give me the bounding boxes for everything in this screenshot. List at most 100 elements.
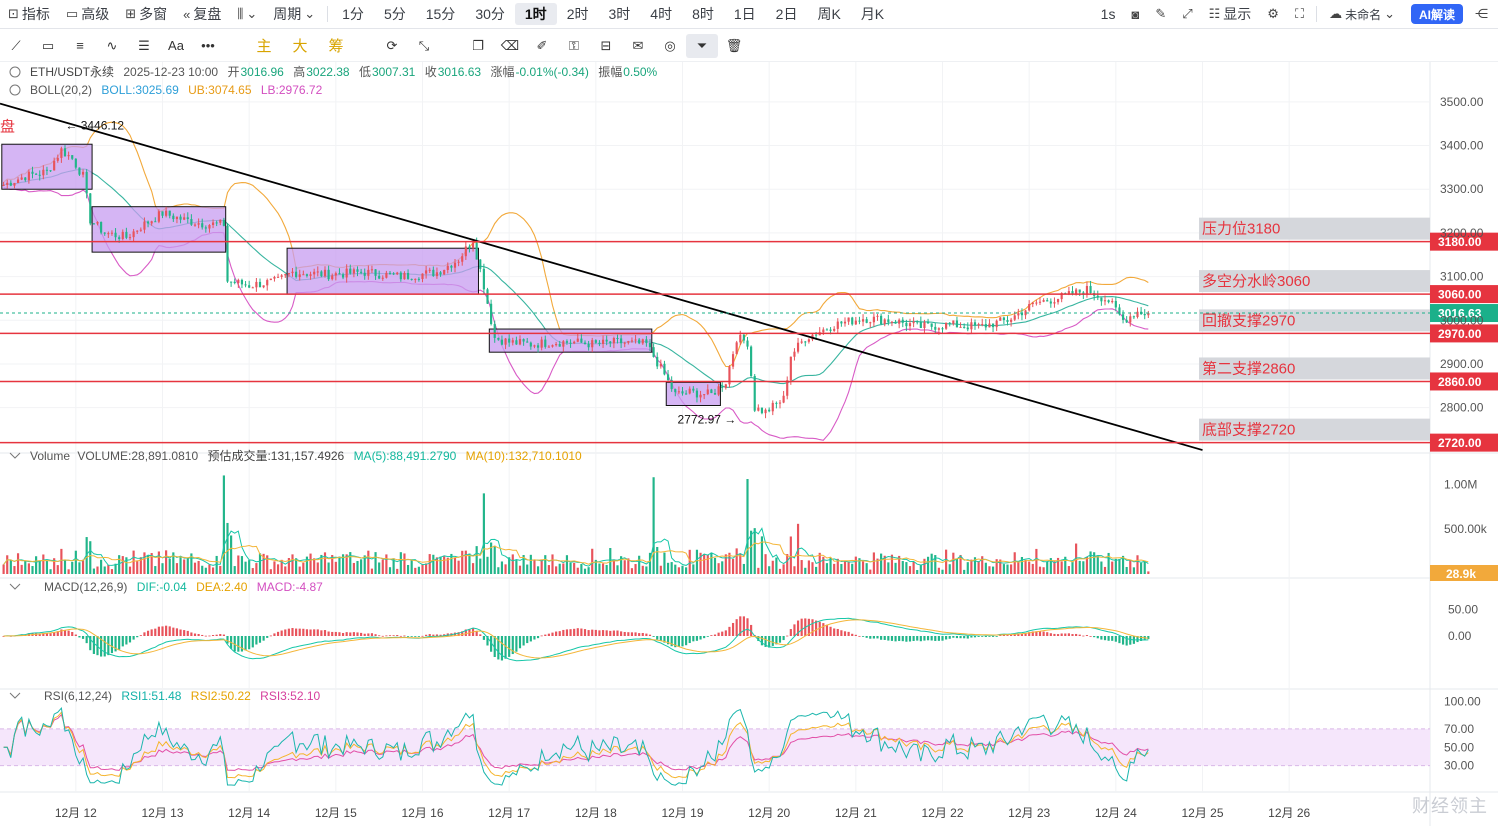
macd-histogram-bar — [1147, 636, 1150, 640]
measure-tool[interactable]: ⤡ — [408, 38, 440, 54]
macd-histogram-bar — [641, 632, 644, 636]
display-button[interactable]: ☷ 显示 — [1208, 6, 1252, 22]
chevron-down-icon[interactable] — [9, 583, 21, 590]
macd-histogram-bar — [1096, 636, 1099, 639]
visibility-tool[interactable]: ◎ — [654, 38, 686, 54]
period-tab[interactable]: 5分 — [383, 6, 406, 22]
indicators-button[interactable]: ⊡ 指标 — [8, 6, 50, 22]
candle — [107, 233, 110, 235]
macd-histogram-bar — [1049, 633, 1052, 636]
candle — [876, 315, 879, 317]
volume-bar — [287, 558, 290, 574]
ai-analysis-button[interactable]: AI解读 — [1410, 4, 1463, 24]
text-tool[interactable]: Aa — [168, 38, 184, 53]
period-dropdown[interactable]: 周期 ⌄ — [273, 6, 316, 22]
camera-button[interactable]: ◙ — [1123, 0, 1147, 29]
axes: 3180.00 3060.00 2970.00 2860.00 2720.00 3016.… — [55, 95, 1498, 820]
period-tab[interactable]: 2日 — [775, 6, 798, 22]
line-tool[interactable]: ⟋ — [0, 38, 32, 54]
advanced-button[interactable]: ▭ 高级 — [65, 6, 110, 22]
candle — [536, 345, 540, 348]
rect-tool[interactable]: ▭ — [32, 38, 64, 54]
legend-toggles[interactable] — [9, 66, 21, 699]
candle — [601, 339, 605, 344]
copy-tool[interactable]: ❐ — [462, 38, 494, 54]
volume-bar — [42, 554, 45, 574]
period-tab[interactable]: 2时 — [566, 6, 589, 22]
fib-tool[interactable]: ☰ — [128, 38, 160, 54]
date-axis-label: 12月 26 — [1268, 806, 1310, 820]
volume-bar — [656, 546, 659, 574]
settings-button[interactable]: ⚙ — [1259, 0, 1287, 29]
hide-tool[interactable]: ⊟ — [590, 38, 622, 54]
candle — [1013, 315, 1016, 320]
period-tab[interactable]: 15分 — [425, 6, 456, 22]
macd-histogram-bar — [533, 636, 536, 640]
filter-tool[interactable]: ⏷ — [686, 33, 718, 58]
main-force-toggle[interactable]: 主 — [256, 38, 272, 55]
date-axis-label: 12月 24 — [1095, 806, 1137, 820]
period-tab[interactable]: 1日 — [733, 6, 756, 22]
date-axis-label: 12月 13 — [141, 806, 183, 820]
delete-tool[interactable]: 🗑 — [718, 38, 750, 54]
hlines-tool[interactable]: ≡ — [64, 38, 96, 53]
chevron-down-icon[interactable] — [9, 452, 21, 459]
note-tool[interactable]: ✉ — [622, 38, 654, 54]
cloud-icon: ☁ — [1329, 6, 1343, 21]
brush-tool[interactable]: ✐ — [526, 38, 558, 54]
chart-area[interactable]: 压力位3180 多空分水岭3060 回撤支撑2970 第二支撑2860 底部支撑2720… — [0, 62, 1498, 826]
lock-tool[interactable]: ⚿ — [558, 38, 590, 54]
share-button[interactable]: ⋲ — [1471, 0, 1498, 29]
period-tab[interactable]: 4时 — [650, 6, 673, 22]
macd-histogram-bar — [1020, 633, 1024, 636]
eye-icon[interactable] — [9, 84, 21, 96]
draw-button[interactable]: ✎ — [1147, 0, 1174, 29]
period-tab[interactable]: 3时 — [608, 6, 631, 22]
chart-type-button[interactable]: ⫼ ⌄ — [229, 0, 265, 29]
drawing-toolbar: ⟋ ▭ ≡ ∿ ☰ Aa ••• 主 大 筹 ⟳ ⤡ ❐ ⌫ ✐ ⚿ ⊟ ✉ ◎… — [0, 30, 1498, 62]
chevron-down-icon[interactable] — [9, 692, 21, 699]
period-tab[interactable]: 8时 — [692, 6, 714, 22]
multi-window-button[interactable]: ⊞ 多窗 — [125, 6, 168, 22]
candle — [1114, 300, 1117, 308]
macd-dif: DIF:-0.04 — [137, 580, 187, 594]
expand-button[interactable]: ⤢ — [1174, 0, 1200, 29]
volume-ma5-line — [3, 527, 1149, 567]
volume-bar — [280, 559, 283, 574]
macd-histogram-bar — [280, 630, 283, 636]
large-order-toggle[interactable]: 大 — [292, 38, 308, 55]
volume-bar — [320, 554, 323, 574]
volume-bar — [1121, 555, 1125, 574]
period-tab[interactable]: 1时 — [514, 3, 557, 25]
macd-histogram-bar — [1075, 633, 1078, 636]
refresh-rate[interactable]: 1s — [1100, 6, 1116, 22]
replay-button[interactable]: «复盘 — [183, 6, 222, 22]
period-tab[interactable]: 1分 — [342, 6, 364, 22]
volume-bar — [204, 567, 207, 574]
macd-histogram-bar — [656, 636, 659, 640]
candle — [446, 265, 449, 270]
price-pane: 压力位3180 多空分水岭3060 回撤支撑2970 第二支撑2860 底部支撑2720 — [0, 102, 1430, 451]
macd-histogram-bar — [1002, 634, 1005, 636]
layout-dropdown[interactable]: ☁ 未命名 ⌄ — [1329, 6, 1395, 22]
wave-tool[interactable]: ∿ — [96, 38, 128, 54]
chip-toggle[interactable]: 筹 — [328, 38, 344, 55]
macd-histogram-bar — [421, 635, 424, 637]
eye-icon[interactable] — [9, 66, 21, 78]
magnet-tool[interactable]: ⟳ — [376, 38, 408, 54]
volume-bar — [482, 493, 485, 574]
candle — [53, 160, 56, 171]
macd-histogram-bar — [612, 630, 615, 636]
candle — [190, 219, 193, 225]
more-tools[interactable]: ••• — [201, 38, 215, 53]
macd-histogram-bar — [331, 631, 334, 636]
period-tab[interactable]: 周K — [817, 6, 841, 22]
candle — [699, 394, 702, 398]
candle — [1028, 304, 1031, 311]
volume-bar — [118, 555, 121, 574]
period-tab[interactable]: 月K — [860, 6, 885, 22]
erase-tool[interactable]: ⌫ — [494, 38, 526, 54]
fullscreen-button[interactable]: ⛶ — [1287, 0, 1312, 29]
period-tab[interactable]: 30分 — [475, 6, 505, 22]
volume-bar — [161, 563, 164, 574]
